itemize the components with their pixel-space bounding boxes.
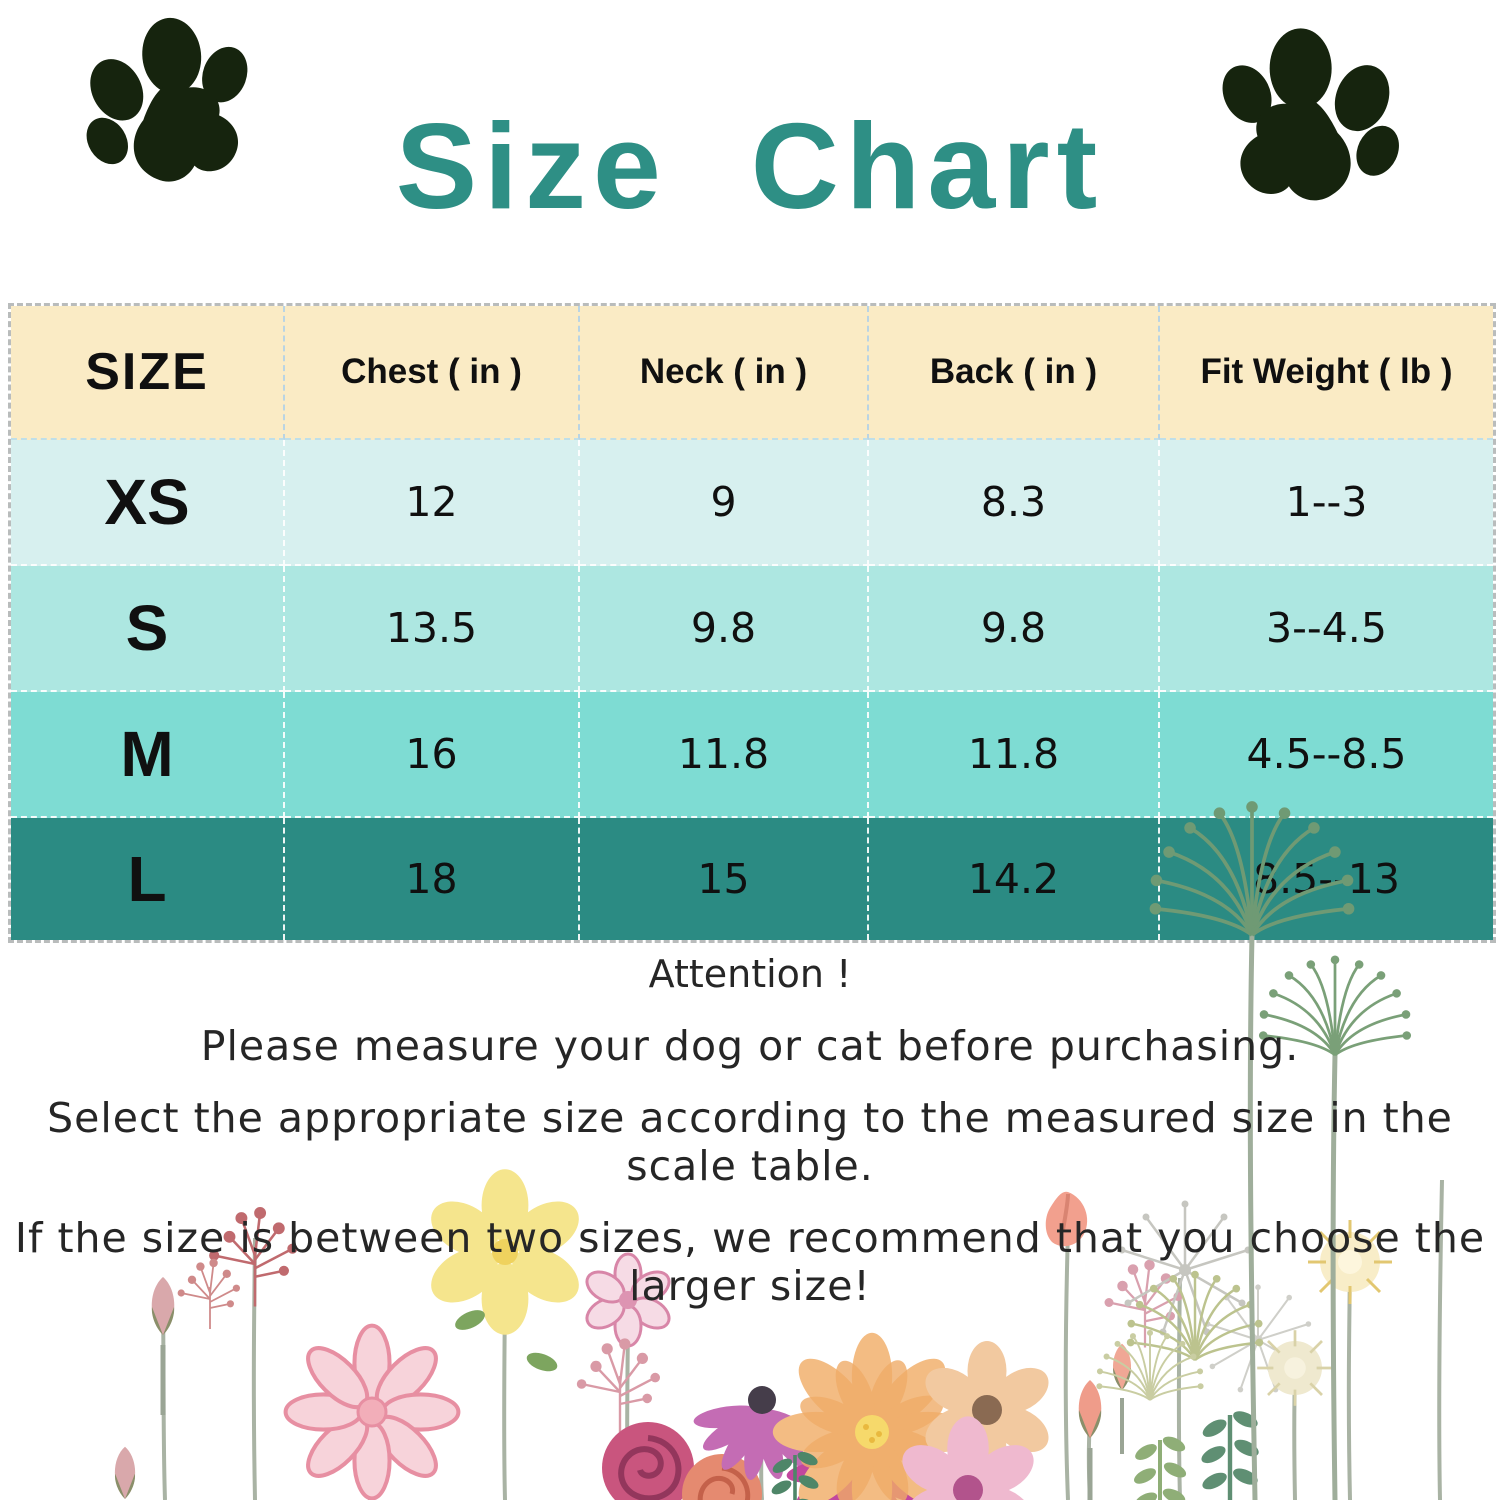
header-chest: Chest ( in ) [285,306,580,440]
paw-print-icon [1222,28,1399,201]
page-title: Size Chart [395,98,1105,234]
cell-m-weight: 4.5--8.5 [1160,692,1493,818]
header-back: Back ( in ) [869,306,1160,440]
cell-m-neck: 11.8 [580,692,869,818]
size-table: SIZE Chest ( in ) Neck ( in ) Back ( in … [8,303,1496,943]
attention-heading: Attention ! [648,952,852,996]
cell-m-size: M [11,692,285,818]
attention-line-1: Please measure your dog or cat before pu… [200,1022,1300,1070]
cell-l-weight: 8.5--13 [1160,818,1493,940]
cell-s-size: S [11,566,285,692]
cell-xs-back: 8.3 [869,440,1160,566]
cell-xs-chest: 12 [285,440,580,566]
attention-line-2: Select the appropriate size according to… [47,1094,1453,1190]
wildflowers-illustration [0,1169,1444,1500]
cell-s-weight: 3--4.5 [1160,566,1493,692]
attention-note: Attention ! Please measure your dog or c… [0,952,1500,1334]
header-size: SIZE [11,306,285,440]
cell-l-size: L [11,818,285,940]
cell-l-chest: 18 [285,818,580,940]
cell-s-neck: 9.8 [580,566,869,692]
paw-print-icon [86,17,248,182]
cell-s-back: 9.8 [869,566,1160,692]
header-fit-weight: Fit Weight ( lb ) [1160,306,1493,440]
cell-l-back: 14.2 [869,818,1160,940]
cell-s-chest: 13.5 [285,566,580,692]
cell-xs-size: XS [11,440,285,566]
attention-line-3: If the size is between two sizes, we rec… [14,1214,1486,1310]
cell-xs-neck: 9 [580,440,869,566]
cell-l-neck: 15 [580,818,869,940]
cell-m-chest: 16 [285,692,580,818]
header-neck: Neck ( in ) [580,306,869,440]
cell-m-back: 11.8 [869,692,1160,818]
cell-xs-weight: 1--3 [1160,440,1493,566]
